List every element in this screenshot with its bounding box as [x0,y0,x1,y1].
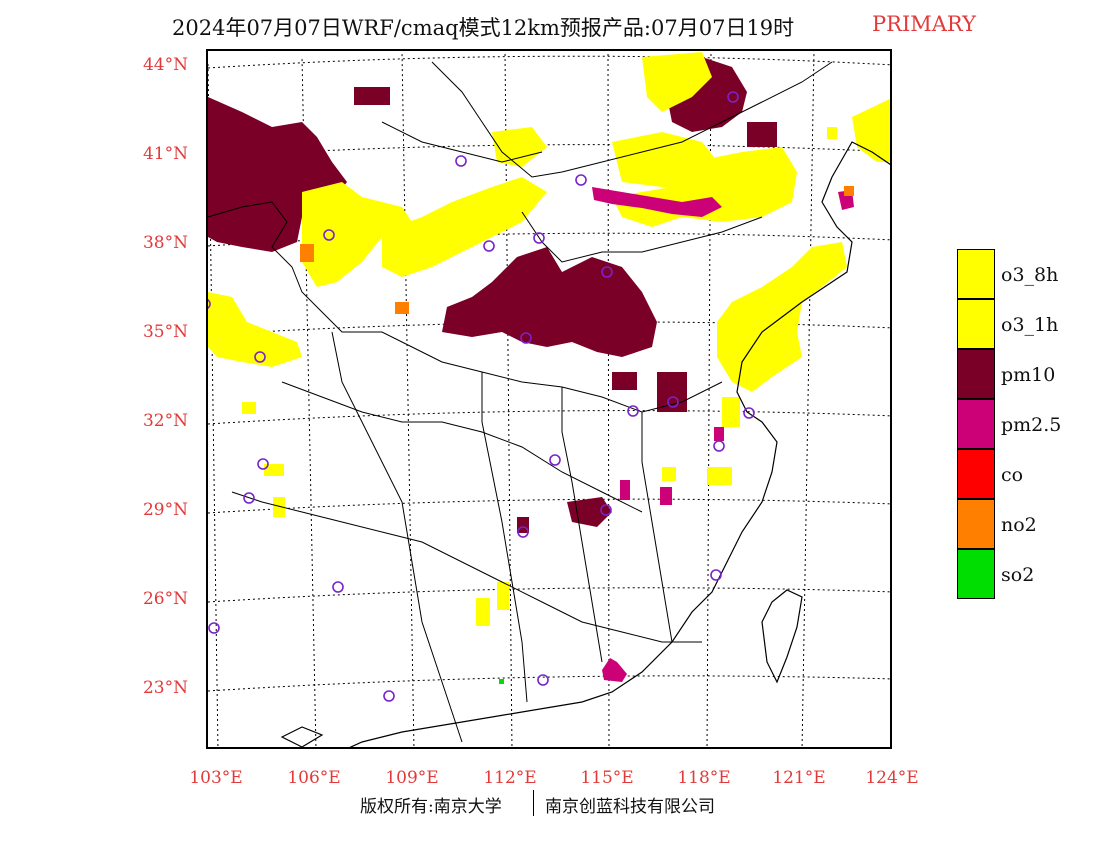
legend-item: so2 [957,549,1100,599]
lat-label: 38°N [142,233,188,253]
legend-label: pm2.5 [1001,414,1062,436]
footer-copyright: 版权所有:南京大学 [360,797,502,817]
lon-label: 109°E [385,768,439,788]
map-svg [208,51,890,747]
city-marker[interactable] [383,690,395,702]
longitude-gridlines [208,51,815,747]
city-marker[interactable] [243,492,255,504]
city-marker[interactable] [208,622,220,634]
city-marker[interactable] [254,351,266,363]
province-boundaries [208,61,833,743]
city-marker[interactable] [483,240,495,252]
legend-swatch [957,499,995,549]
legend-item: co [957,449,1100,499]
legend-label: pm10 [1001,364,1056,386]
city-markers [208,91,755,702]
footer-company: 南京创蓝科技有限公司 [545,797,715,817]
city-marker[interactable] [520,332,532,344]
legend-swatch [957,449,995,499]
city-marker[interactable] [710,569,722,581]
lat-label: 32°N [142,411,188,431]
legend-label: no2 [1001,514,1037,536]
legend-swatch [957,349,995,399]
pm10-areas [208,57,777,533]
lon-label: 103°E [189,768,243,788]
city-marker[interactable] [533,232,545,244]
lon-label: 115°E [580,768,634,788]
city-marker[interactable] [727,91,739,103]
footer-separator [533,790,534,816]
legend-label: co [1001,464,1024,486]
lon-label: 124°E [865,768,919,788]
legend-swatch [957,549,995,599]
city-marker[interactable] [601,266,613,278]
lon-label: 106°E [287,768,341,788]
lat-label: 35°N [142,322,188,342]
title-main: 2024年07月07日WRF/cmaq模式12km预报产品:07月07日19时 [172,16,795,40]
legend-swatch [957,399,995,449]
city-marker[interactable] [627,405,639,417]
lon-label: 112°E [483,768,537,788]
legend-item: o3_8h [957,249,1100,299]
city-marker[interactable] [743,407,755,419]
city-marker[interactable] [600,504,612,516]
city-marker[interactable] [323,229,335,241]
lat-label: 29°N [142,500,188,520]
legend-swatch [957,299,995,349]
city-marker[interactable] [208,299,211,309]
legend-swatch [957,249,995,299]
lat-label: 41°N [142,144,188,164]
title-tag: PRIMARY [872,12,976,36]
legend-label: o3_8h [1001,264,1059,286]
o3-areas [208,52,890,626]
no2-areas [300,186,854,314]
city-marker[interactable] [517,526,529,538]
city-marker[interactable] [575,174,587,186]
lat-label: 44°N [142,55,188,75]
legend-item: pm10 [957,349,1100,399]
map-area[interactable] [206,49,892,749]
city-marker[interactable] [332,581,344,593]
legend-item: o3_1h [957,299,1100,349]
city-marker[interactable] [667,396,679,408]
city-marker[interactable] [549,454,561,466]
lon-label: 121°E [772,768,826,788]
so2-areas [499,679,504,684]
legend-item: no2 [957,499,1100,549]
lon-label: 118°E [677,768,731,788]
legend-item: pm2.5 [957,399,1100,449]
city-marker[interactable] [713,440,725,452]
legend-label: so2 [1001,564,1035,586]
lat-label: 26°N [142,589,188,609]
lat-label: 23°N [142,678,188,698]
legend-label: o3_1h [1001,314,1059,336]
city-marker[interactable] [455,155,467,167]
city-marker[interactable] [537,674,549,686]
coastline [280,141,890,747]
city-marker[interactable] [257,458,269,470]
